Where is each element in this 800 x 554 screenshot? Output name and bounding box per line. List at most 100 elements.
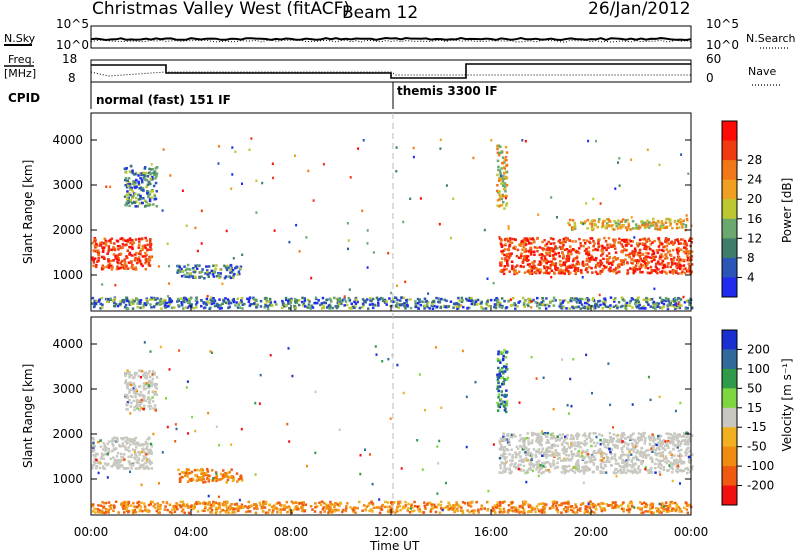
- data-cell: [225, 481, 228, 484]
- data-cell: [121, 259, 124, 263]
- data-cell: [178, 268, 181, 271]
- noise-cell: [412, 146, 415, 150]
- data-cell: [628, 501, 631, 505]
- data-cell: [662, 305, 665, 309]
- data-cell: [565, 450, 568, 453]
- data-cell: [117, 256, 120, 260]
- data-cell: [137, 256, 141, 259]
- data-cell: [668, 503, 672, 507]
- data-cell: [503, 161, 506, 164]
- data-cell: [134, 184, 137, 187]
- data-cell: [99, 302, 102, 306]
- data-cell: [627, 504, 630, 507]
- data-cell: [136, 501, 139, 505]
- data-cell: [126, 383, 129, 387]
- noise-cell: [366, 242, 369, 245]
- data-cell: [498, 190, 501, 193]
- data-cell: [503, 500, 506, 503]
- data-cell: [125, 202, 129, 205]
- data-cell: [133, 201, 137, 204]
- data-cell: [512, 237, 515, 241]
- data-cell: [138, 187, 141, 190]
- noise-cell: [310, 276, 313, 280]
- data-cell: [571, 510, 575, 513]
- data-cell: [549, 237, 553, 240]
- data-cell: [147, 382, 150, 385]
- data-cell: [153, 392, 157, 395]
- data-cell: [91, 256, 94, 259]
- data-cell: [540, 253, 543, 256]
- data-cell: [215, 479, 218, 483]
- data-cell: [493, 509, 496, 512]
- data-cell: [364, 508, 367, 511]
- data-cell: [647, 221, 651, 224]
- data-cell: [93, 304, 96, 307]
- nsearch-tick-bottom: 10^0: [706, 38, 739, 52]
- data-cell: [645, 221, 648, 225]
- data-cell: [552, 459, 555, 463]
- data-cell: [129, 241, 132, 245]
- data-cell: [132, 173, 136, 176]
- data-cell: [346, 502, 349, 505]
- data-cell: [438, 297, 441, 301]
- data-cell: [133, 388, 137, 392]
- data-cell: [610, 504, 614, 507]
- data-cell: [587, 250, 591, 254]
- data-cell: [517, 509, 520, 512]
- data-cell: [514, 465, 517, 469]
- data-cell: [396, 510, 399, 513]
- data-cell: [505, 306, 508, 309]
- data-cell: [103, 444, 106, 447]
- data-cell: [191, 275, 194, 278]
- data-cell: [112, 447, 116, 450]
- data-cell: [647, 471, 650, 475]
- data-cell: [581, 502, 585, 505]
- data-cell: [601, 247, 604, 250]
- data-cell: [575, 256, 579, 260]
- data-cell: [613, 228, 616, 231]
- data-cell: [639, 257, 642, 261]
- data-cell: [646, 469, 649, 472]
- data-cell: [122, 502, 125, 505]
- data-cell: [219, 272, 222, 275]
- data-cell: [146, 510, 150, 514]
- data-cell: [113, 248, 117, 252]
- data-cell: [669, 254, 673, 257]
- data-cell: [566, 457, 569, 461]
- data-cell: [128, 251, 132, 255]
- data-cell: [329, 305, 332, 308]
- data-cell: [119, 300, 122, 303]
- data-cell: [124, 176, 128, 180]
- data-cell: [538, 509, 541, 513]
- data-cell: [601, 453, 604, 457]
- data-cell: [501, 252, 504, 255]
- data-cell: [230, 267, 234, 270]
- data-cell: [461, 299, 464, 302]
- data-cell: [641, 223, 644, 227]
- data-cell: [187, 511, 191, 515]
- data-cell: [203, 277, 206, 280]
- data-cell: [530, 272, 534, 275]
- data-cell: [132, 399, 136, 403]
- data-cell: [686, 255, 689, 258]
- data-cell: [99, 243, 103, 247]
- data-cell: [92, 447, 95, 450]
- data-cell: [645, 298, 648, 302]
- data-cell: [302, 501, 305, 504]
- data-cell: [568, 264, 572, 268]
- data-cell: [574, 466, 578, 470]
- data-cell: [670, 304, 673, 307]
- data-cell: [670, 261, 674, 264]
- data-cell: [459, 509, 463, 512]
- data-cell: [148, 193, 152, 196]
- data-cell: [561, 241, 564, 245]
- data-cell: [610, 261, 614, 265]
- data-cell: [683, 442, 687, 446]
- data-cell: [665, 457, 668, 460]
- data-cell: [664, 221, 668, 224]
- data-cell: [135, 389, 139, 393]
- data-cell: [510, 509, 513, 512]
- data-cell: [97, 300, 100, 303]
- data-cell: [236, 273, 240, 276]
- data-cell: [675, 503, 679, 506]
